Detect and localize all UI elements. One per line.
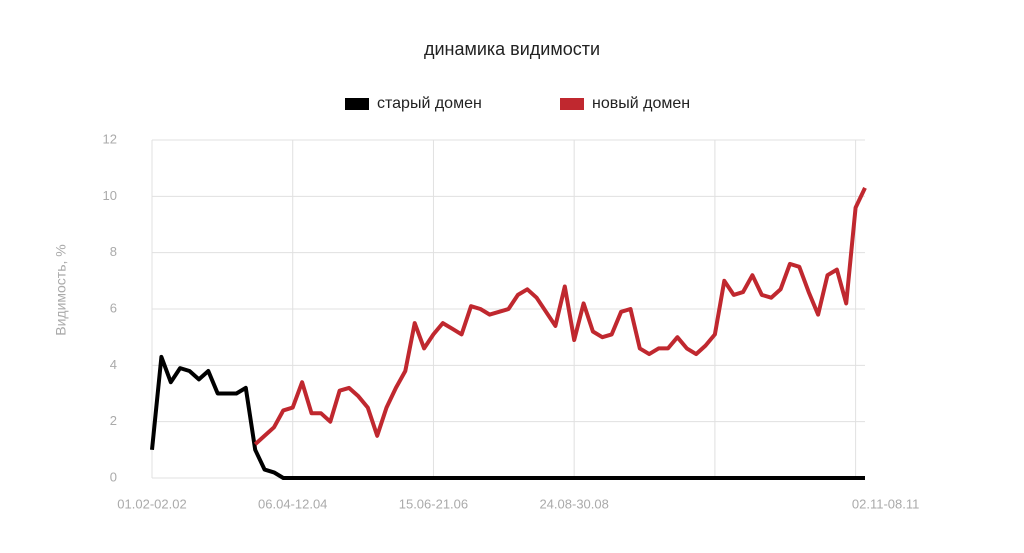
y-tick-label: 12 (103, 131, 117, 146)
x-tick-label: 15.06-21.06 (399, 496, 468, 511)
y-tick-label: 8 (110, 244, 117, 259)
legend-label: старый домен (377, 95, 482, 112)
y-tick-label: 0 (110, 469, 117, 484)
legend-swatch (345, 98, 369, 110)
chart-title: динамика видимости (424, 39, 600, 59)
x-tick-label: 24.08-30.08 (539, 496, 608, 511)
series-line (150, 354, 865, 480)
x-tick-label: 02.11-08.11 (852, 496, 919, 511)
legend-label: новый домен (592, 95, 690, 112)
y-tick-label: 10 (103, 188, 117, 203)
x-tick-label: 06.04-12.04 (258, 496, 327, 511)
x-tick-label: 01.02-02.02 (117, 496, 186, 511)
y-tick-label: 2 (110, 413, 117, 428)
y-axis-label: Видимость, % (53, 244, 69, 336)
legend-swatch (560, 98, 584, 110)
y-tick-label: 6 (110, 300, 117, 315)
series-line (253, 187, 867, 446)
y-tick-label: 4 (110, 357, 117, 372)
